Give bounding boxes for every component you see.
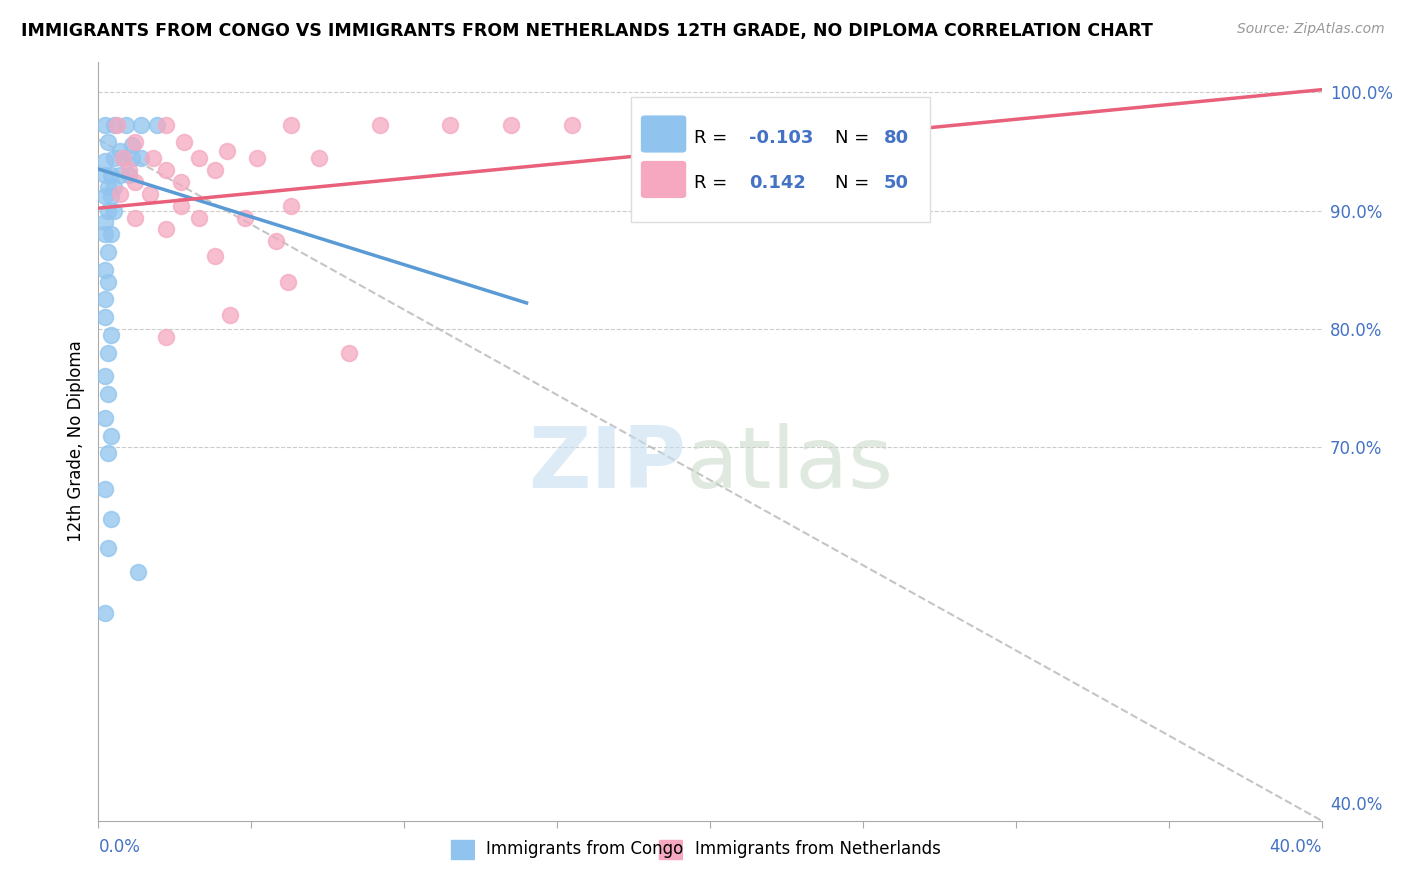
Text: -0.103: -0.103 — [749, 128, 814, 146]
Text: Immigrants from Congo: Immigrants from Congo — [486, 840, 683, 858]
Point — [100, 168, 122, 182]
Point — [93, 607, 115, 621]
Point — [111, 152, 134, 166]
Y-axis label: 12th Grade, No Diploma: 12th Grade, No Diploma — [66, 341, 84, 542]
Point — [93, 168, 115, 182]
Point — [93, 227, 115, 242]
Point — [155, 118, 177, 132]
Point — [139, 186, 162, 201]
Text: 0.0%: 0.0% — [98, 838, 141, 856]
Point — [155, 330, 177, 344]
FancyBboxPatch shape — [641, 116, 686, 152]
Point — [97, 446, 120, 460]
Point — [100, 511, 122, 525]
Point — [100, 428, 122, 442]
Point — [121, 152, 143, 166]
Point — [93, 310, 115, 325]
Point — [97, 135, 120, 149]
Point — [155, 163, 177, 178]
Point — [173, 135, 195, 149]
Point — [103, 203, 125, 218]
Point — [121, 138, 143, 153]
FancyBboxPatch shape — [641, 161, 686, 197]
Point — [264, 235, 287, 249]
Text: Immigrants from Netherlands: Immigrants from Netherlands — [695, 840, 941, 858]
Text: 0.142: 0.142 — [749, 174, 806, 192]
Point — [277, 275, 299, 289]
Point — [93, 262, 115, 277]
Point — [129, 152, 152, 166]
Point — [108, 186, 131, 201]
Bar — [659, 839, 682, 858]
Point — [204, 248, 226, 262]
Point — [142, 152, 165, 166]
Point — [93, 369, 115, 384]
Point — [155, 222, 177, 236]
Bar — [451, 839, 474, 858]
Point — [246, 152, 269, 166]
Point — [337, 345, 360, 359]
Point — [170, 175, 193, 189]
Point — [97, 179, 120, 194]
Point — [280, 199, 302, 213]
Point — [103, 118, 125, 132]
Text: N =: N = — [835, 128, 875, 146]
Point — [100, 327, 122, 342]
Point — [188, 211, 211, 225]
Point — [127, 565, 149, 579]
Point — [111, 152, 134, 166]
Point — [97, 387, 120, 401]
Point — [103, 152, 125, 166]
Point — [93, 153, 115, 168]
Point — [439, 118, 461, 132]
Point — [108, 145, 131, 159]
FancyBboxPatch shape — [630, 96, 931, 222]
Point — [204, 163, 226, 178]
Text: R =: R = — [695, 128, 733, 146]
Point — [108, 168, 131, 182]
Point — [115, 118, 138, 132]
Point — [188, 152, 211, 166]
Point — [308, 152, 330, 166]
Text: 50: 50 — [884, 174, 908, 192]
Point — [93, 215, 115, 229]
Point — [97, 541, 120, 556]
Point — [93, 482, 115, 496]
Point — [97, 203, 120, 218]
Text: atlas: atlas — [686, 423, 894, 506]
Point — [93, 189, 115, 203]
Point — [97, 244, 120, 259]
Point — [215, 145, 238, 159]
Point — [145, 118, 167, 132]
Point — [124, 175, 146, 189]
Point — [100, 227, 122, 242]
Text: 80: 80 — [884, 128, 908, 146]
Text: R =: R = — [695, 174, 733, 192]
Point — [93, 410, 115, 425]
Point — [219, 308, 242, 322]
Text: N =: N = — [835, 174, 875, 192]
Point — [124, 211, 146, 225]
Point — [233, 211, 256, 225]
Point — [561, 118, 583, 132]
Point — [118, 163, 141, 178]
Point — [280, 118, 302, 132]
Point — [105, 118, 128, 132]
Point — [368, 118, 391, 132]
Point — [118, 168, 141, 182]
Point — [124, 135, 146, 149]
Text: 40.0%: 40.0% — [1270, 838, 1322, 856]
Text: IMMIGRANTS FROM CONGO VS IMMIGRANTS FROM NETHERLANDS 12TH GRADE, NO DIPLOMA CORR: IMMIGRANTS FROM CONGO VS IMMIGRANTS FROM… — [21, 22, 1153, 40]
Text: ZIP: ZIP — [527, 423, 686, 506]
Point — [100, 189, 122, 203]
Point — [93, 118, 115, 132]
Point — [97, 275, 120, 289]
Text: Source: ZipAtlas.com: Source: ZipAtlas.com — [1237, 22, 1385, 37]
Point — [103, 179, 125, 194]
Point — [170, 199, 193, 213]
Point — [129, 118, 152, 132]
Point — [97, 345, 120, 359]
Point — [501, 118, 523, 132]
Point — [93, 293, 115, 307]
